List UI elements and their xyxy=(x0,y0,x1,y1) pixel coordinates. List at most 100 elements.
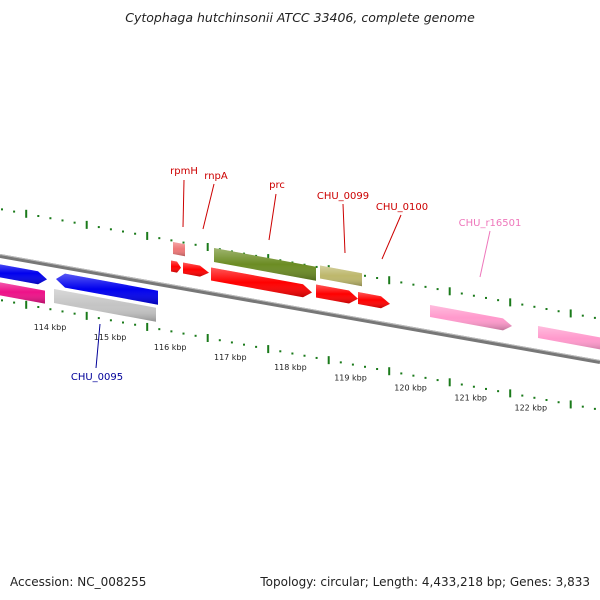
inner-minor-tick xyxy=(170,330,173,333)
outer-minor-tick xyxy=(436,288,439,291)
inner-minor-tick xyxy=(218,339,221,342)
gene-magenta-shade xyxy=(0,282,45,304)
outer-minor-tick xyxy=(158,237,161,240)
outer-minor-tick xyxy=(364,274,366,277)
inner-minor-tick xyxy=(73,312,76,315)
gene-chu-r16501[interactable] xyxy=(430,305,512,331)
gene-chu-0100-shade xyxy=(358,292,390,309)
gene-features xyxy=(0,242,600,351)
gene-magenta[interactable] xyxy=(0,281,45,304)
gene-rnpA-left[interactable] xyxy=(171,260,181,273)
scale-label: 120 kbp xyxy=(394,383,427,392)
inner-minor-tick xyxy=(436,379,439,382)
inner-minor-tick xyxy=(109,319,112,322)
label-leader-chu-0095 xyxy=(95,323,101,369)
inner-minor-tick xyxy=(97,317,100,320)
backbone-line xyxy=(0,254,600,364)
inner-minor-tick xyxy=(400,372,403,375)
outer-minor-tick xyxy=(109,228,112,231)
inner-minor-tick xyxy=(424,376,427,379)
gene-red-b[interactable] xyxy=(316,284,358,304)
label-leader-rpmH xyxy=(182,179,185,228)
inner-minor-tick xyxy=(351,363,354,366)
gene-label-chu-0095[interactable]: CHU_0095 xyxy=(71,372,123,383)
gene-prc-shade xyxy=(214,248,316,281)
outer-minor-tick xyxy=(134,232,137,235)
inner-minor-tick xyxy=(134,323,137,326)
gene-labels: rpmH rnpA prc CHU_0099 CHU_0100 CHU_r16501 CHU… xyxy=(71,166,522,383)
outer-minor-tick xyxy=(460,292,463,295)
gene-blue-left[interactable] xyxy=(0,263,47,285)
outer-minor-tick xyxy=(424,285,427,288)
gene-label-leaders xyxy=(95,179,491,369)
gene-red-large-shade xyxy=(211,267,312,298)
label-leader-chu-r16501 xyxy=(479,230,491,278)
scale-label: 118 kbp xyxy=(274,363,307,372)
gene-chu-0100[interactable] xyxy=(358,292,390,309)
map-title: Cytophaga hutchinsonii ATCC 33406, compl… xyxy=(125,10,475,25)
accession-text: Accession: NC_008255 xyxy=(10,575,147,589)
outer-minor-tick xyxy=(37,215,40,218)
inner-minor-tick xyxy=(460,383,463,386)
gene-label-rpmH[interactable]: rpmH xyxy=(170,166,198,177)
outer-minor-tick xyxy=(581,314,584,317)
outer-minor-tick xyxy=(315,265,318,268)
scale-label: 114 kbp xyxy=(34,323,67,332)
inner-tick-ring xyxy=(1,299,596,410)
gene-chu-0099[interactable] xyxy=(320,265,362,287)
outer-minor-tick xyxy=(545,308,548,311)
gene-blue-rev[interactable] xyxy=(56,273,158,305)
label-leader-prc xyxy=(268,193,277,241)
gene-prc[interactable] xyxy=(214,248,316,281)
gene-label-prc[interactable]: prc xyxy=(269,180,285,191)
outer-minor-tick xyxy=(593,316,596,319)
outer-minor-tick xyxy=(13,210,16,213)
inner-minor-tick xyxy=(303,354,306,357)
inner-minor-tick xyxy=(61,310,64,313)
gene-label-rnpA[interactable]: rnpA xyxy=(204,171,228,182)
outer-minor-tick xyxy=(97,226,100,229)
inner-minor-tick xyxy=(545,399,548,402)
inner-minor-tick xyxy=(291,352,294,355)
inner-minor-tick xyxy=(315,356,318,359)
gene-rpmH[interactable] xyxy=(173,242,185,257)
scale-label: 122 kbp xyxy=(514,403,547,412)
scale-label: 121 kbp xyxy=(454,393,487,402)
inner-minor-tick xyxy=(49,308,52,311)
inner-minor-tick xyxy=(194,334,197,337)
outer-minor-tick xyxy=(376,277,379,280)
outer-minor-tick xyxy=(122,230,124,233)
backbone-highlight xyxy=(0,254,600,361)
outer-minor-tick xyxy=(61,219,64,222)
gene-pink-right[interactable] xyxy=(538,326,600,351)
gene-label-chu-r16501[interactable]: CHU_r16501 xyxy=(459,218,522,229)
inner-minor-tick xyxy=(472,385,475,388)
gene-chu-0095-shade xyxy=(54,289,156,322)
outer-minor-tick xyxy=(182,241,185,244)
outer-minor-tick xyxy=(412,283,415,286)
gene-label-chu-0099[interactable]: CHU_0099 xyxy=(317,191,369,202)
outer-minor-tick xyxy=(73,221,76,224)
inner-minor-tick xyxy=(557,401,560,404)
gene-red-large[interactable] xyxy=(211,267,312,298)
inner-minor-tick xyxy=(593,407,596,410)
outer-minor-tick xyxy=(521,303,524,306)
label-leader-chu-0099 xyxy=(342,203,346,254)
inner-minor-tick xyxy=(533,396,536,399)
gene-blue-rev-shade xyxy=(56,273,158,305)
outer-minor-tick xyxy=(497,299,500,302)
topology-summary: Topology: circular; Length: 4,433,218 bp… xyxy=(260,575,590,589)
gene-chu-0099-shade xyxy=(320,265,362,287)
label-leader-rnpA xyxy=(202,183,215,230)
gene-label-chu-0100[interactable]: CHU_0100 xyxy=(376,202,428,213)
outer-minor-tick xyxy=(472,294,475,297)
inner-minor-tick xyxy=(339,361,342,364)
outer-minor-tick xyxy=(485,296,487,299)
gene-rnpA[interactable] xyxy=(183,262,209,277)
inner-minor-tick xyxy=(279,350,282,353)
gene-chu-0095[interactable] xyxy=(54,289,156,322)
inner-minor-tick xyxy=(497,390,500,393)
outer-minor-tick xyxy=(194,243,197,246)
